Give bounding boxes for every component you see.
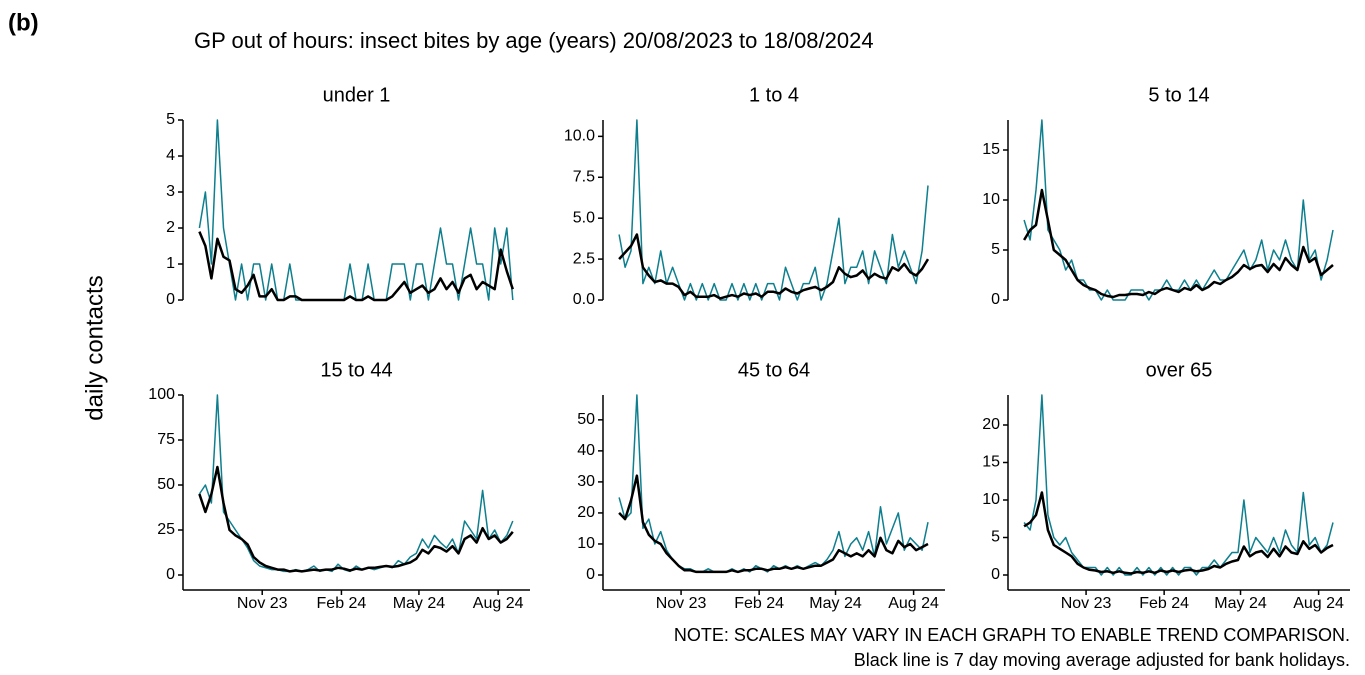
x-tick-label: Feb 24 — [317, 595, 367, 612]
y-axis-label: daily contacts — [81, 275, 108, 420]
x-tick-label: Nov 23 — [237, 595, 288, 612]
daily-line — [1023, 119, 1334, 301]
y-tick-label: 40 — [577, 442, 595, 459]
moving-average-line — [1023, 188, 1334, 299]
x-tick-label: Aug 24 — [888, 595, 939, 612]
y-tick-label: 75 — [157, 431, 175, 448]
y-tick-label: 0 — [586, 566, 595, 583]
y-tick-label: 10 — [982, 491, 1000, 508]
moving-average-line — [1023, 491, 1334, 575]
y-tick-label: 4 — [166, 147, 175, 164]
daily-line — [198, 394, 514, 573]
daily-line — [198, 119, 514, 301]
moving-average-line — [198, 465, 514, 573]
x-tick-label: Aug 24 — [1293, 595, 1344, 612]
y-tick-label: 50 — [577, 411, 595, 428]
y-tick-label: 30 — [577, 473, 595, 490]
x-tick-label: Aug 24 — [473, 595, 524, 612]
y-tick-label: 2.5 — [573, 250, 595, 267]
chart-title: GP out of hours: insect bites by age (ye… — [194, 28, 874, 53]
y-tick-label: 20 — [982, 416, 1000, 433]
note: NOTE: SCALES MAY VARY IN EACH GRAPH TO E… — [674, 625, 1350, 645]
panel-title: 15 to 44 — [320, 359, 392, 381]
y-tick-label: 0 — [166, 566, 175, 583]
moving-average-line — [618, 474, 929, 574]
y-tick-label: 50 — [157, 476, 175, 493]
panel-title: under 1 — [323, 84, 391, 106]
y-tick-label: 7.5 — [573, 168, 595, 185]
x-tick-label: May 24 — [1214, 595, 1267, 612]
moving-average-line — [618, 233, 930, 300]
y-tick-label: 10 — [577, 535, 595, 552]
x-tick-label: Nov 23 — [1061, 595, 1112, 612]
panel-title: 45 to 64 — [738, 359, 810, 381]
panel-title: 1 to 4 — [749, 84, 799, 106]
y-tick-label: 0 — [991, 291, 1000, 308]
y-tick-label: 100 — [148, 386, 175, 403]
y-tick-label: 10 — [982, 191, 1000, 208]
panel-label: (b) — [8, 9, 39, 36]
note: Black line is 7 day moving average adjus… — [854, 650, 1350, 670]
y-tick-label: 25 — [157, 521, 175, 538]
y-tick-label: 10.0 — [564, 128, 595, 145]
daily-line — [618, 119, 929, 301]
x-tick-label: May 24 — [393, 595, 446, 612]
x-tick-label: Nov 23 — [656, 595, 707, 612]
y-tick-label: 5 — [991, 529, 1000, 546]
x-tick-label: Feb 24 — [734, 595, 784, 612]
y-tick-label: 5 — [991, 241, 1000, 258]
daily-line — [1023, 394, 1334, 576]
x-tick-label: Feb 24 — [1139, 595, 1189, 612]
y-tick-label: 15 — [982, 454, 1000, 471]
y-tick-label: 5.0 — [573, 209, 595, 226]
y-tick-label: 0 — [166, 291, 175, 308]
panel-title: over 65 — [1146, 359, 1213, 381]
y-tick-label: 0.0 — [573, 291, 595, 308]
moving-average-line — [198, 231, 514, 302]
y-tick-label: 20 — [577, 504, 595, 521]
y-tick-label: 0 — [991, 566, 1000, 583]
daily-line — [618, 394, 929, 573]
y-tick-label: 2 — [166, 219, 175, 236]
y-tick-label: 15 — [982, 141, 1000, 158]
y-tick-label: 3 — [166, 183, 175, 200]
panel-title: 5 to 14 — [1148, 84, 1209, 106]
y-tick-label: 5 — [166, 111, 175, 128]
y-tick-label: 1 — [166, 255, 175, 272]
x-tick-label: May 24 — [809, 595, 862, 612]
